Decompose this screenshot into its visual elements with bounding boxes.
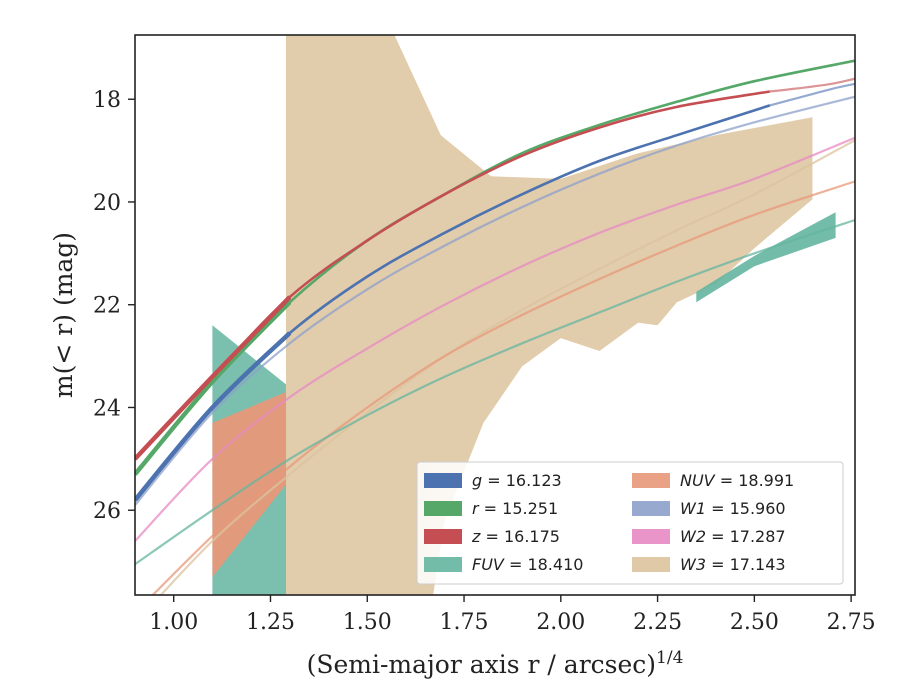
legend-label: W3 = 17.143 — [680, 555, 786, 574]
y-tick-label: 24 — [93, 396, 121, 421]
series-line-g-core — [135, 331, 292, 502]
legend-swatch — [632, 529, 670, 544]
y-axis-ticks: 18 20 22 24 26 — [93, 88, 135, 524]
x-axis-label-exponent: 1/4 — [656, 648, 683, 668]
y-tick-label: 20 — [93, 191, 121, 216]
legend-entry-fuv: FUV = 18.410 — [424, 555, 583, 574]
y-tick-label: 22 — [93, 294, 121, 319]
legend: g = 16.123 r = 15.251 z = 16.175 FUV = 18.4… — [416, 461, 844, 585]
uncertainty-bands — [212, 35, 836, 595]
legend-label: NUV = 18.991 — [680, 471, 794, 490]
x-tick-label: 1.75 — [440, 610, 489, 635]
x-axis-label: (Semi-major axis r / arcsec)1/4 — [307, 648, 684, 679]
plot-frame — [134, 34, 856, 596]
legend-entry-g: g = 16.123 — [424, 471, 562, 490]
legend-entry-z: z = 16.175 — [424, 527, 560, 546]
series-line-z-extension — [769, 77, 855, 93]
x-tick-label: 1.00 — [149, 610, 198, 635]
legend-swatch — [424, 529, 462, 544]
legend-label: W1 = 15.960 — [680, 499, 786, 518]
legend-label: r = 15.251 — [472, 499, 558, 518]
series-line-fuv — [135, 218, 855, 566]
x-axis-ticks: 1.00 1.25 1.50 1.75 2.00 2.25 2.50 2.75 — [149, 595, 876, 635]
x-tick-label: 2.00 — [536, 610, 585, 635]
legend-label: FUV = 18.410 — [472, 555, 583, 574]
x-axis-label-main: (Semi-major axis r / arcsec) — [307, 650, 656, 679]
legend-entry-w3: W3 = 17.143 — [632, 555, 786, 574]
legend-entry-r: r = 15.251 — [424, 499, 558, 518]
legend-label: g = 16.123 — [472, 471, 562, 490]
legend-label: W2 = 17.287 — [680, 527, 786, 546]
fuv-band-right — [696, 212, 836, 303]
w3-band — [286, 35, 813, 595]
x-tick-label: 2.75 — [827, 610, 876, 635]
series-line-w1 — [135, 95, 855, 506]
legend-swatch — [632, 473, 670, 488]
x-tick-label: 2.50 — [730, 610, 779, 635]
legend-frame — [416, 461, 844, 585]
legend-label: z = 16.175 — [471, 527, 560, 546]
legend-swatch — [424, 473, 462, 488]
legend-entry-w2: W2 = 17.287 — [632, 527, 786, 546]
legend-swatch — [632, 501, 670, 516]
legend-swatch — [424, 557, 462, 572]
series-line-w3 — [159, 139, 855, 595]
series-line-r-core — [135, 300, 292, 476]
legend-entry-nuv: NUV = 18.991 — [632, 471, 794, 490]
x-tick-label: 1.25 — [246, 610, 295, 635]
series-line-z-core — [135, 295, 292, 461]
y-tick-label: 26 — [93, 499, 121, 524]
legend-swatch — [424, 501, 462, 516]
series-line-g-extension — [769, 82, 855, 107]
x-tick-label: 1.50 — [343, 610, 392, 635]
series-line-nuv — [151, 180, 855, 595]
series-lines — [135, 59, 855, 595]
legend-swatch — [632, 557, 670, 572]
series-line-w2 — [135, 136, 855, 542]
legend-entry-w1: W1 = 15.960 — [632, 499, 786, 518]
y-axis-label: m(< r) (mag) — [49, 232, 78, 398]
y-tick-label: 18 — [93, 88, 121, 113]
x-tick-label: 2.25 — [633, 610, 682, 635]
